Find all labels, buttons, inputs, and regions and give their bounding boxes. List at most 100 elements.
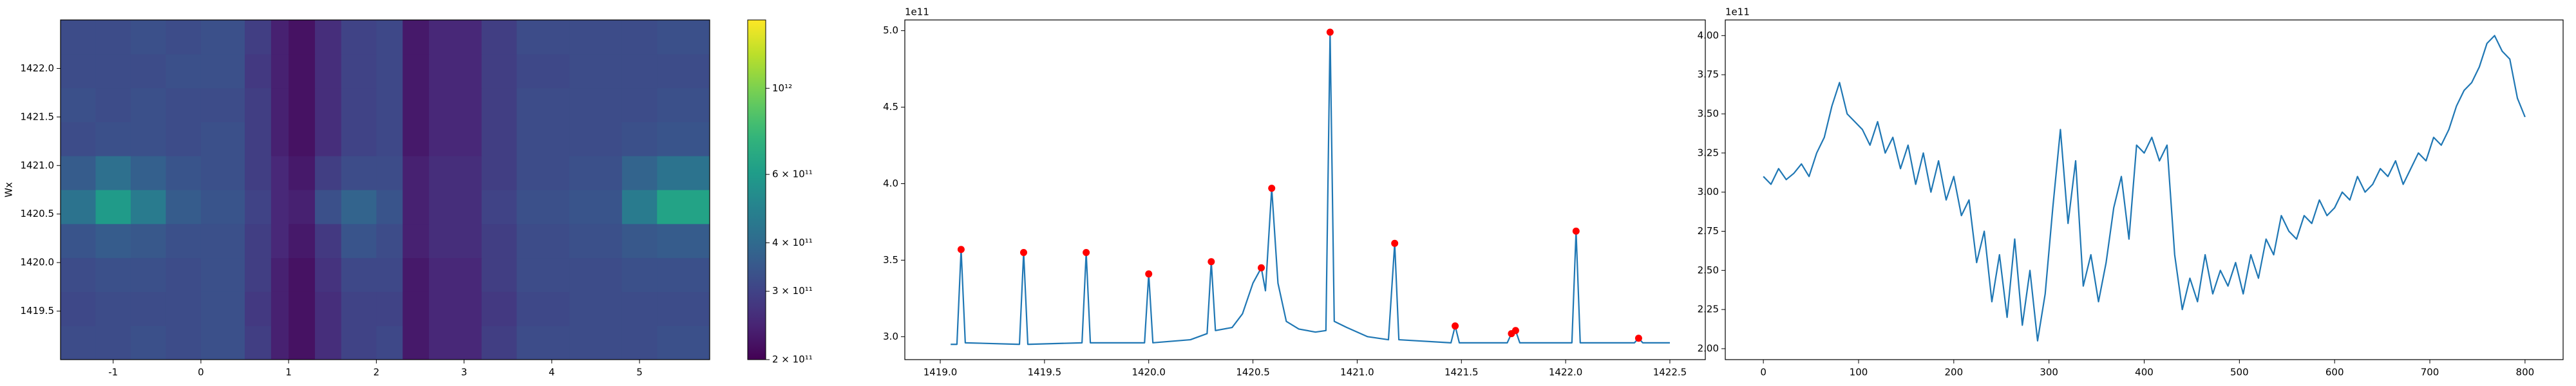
x-tick-label: 1422.5 <box>1653 367 1687 378</box>
heatmap-cell <box>429 122 482 156</box>
peak-marker <box>1634 335 1642 342</box>
x-tick-label: 300 <box>2040 367 2058 378</box>
heatmap-cell <box>429 53 482 89</box>
heatmap-cell <box>516 156 570 190</box>
heatmap-cell <box>270 53 289 89</box>
y-tick-label: 1419.5 <box>21 305 55 317</box>
heatmap-cell <box>245 223 272 259</box>
heatmap-cell <box>402 190 430 225</box>
x-tick-label: 1420.5 <box>1236 367 1270 378</box>
heatmap-cell <box>341 20 377 55</box>
heatmap-cell <box>402 223 430 259</box>
heatmap-cell <box>289 122 316 156</box>
heatmap-cell <box>516 87 570 122</box>
heatmap-cell <box>516 326 570 360</box>
heatmap-cell <box>130 156 166 190</box>
x-tick-label: 5 <box>636 367 643 378</box>
x-tick-label: 800 <box>2516 367 2535 378</box>
heatmap-cell <box>657 190 710 225</box>
heatmap-cell <box>569 291 623 326</box>
heatmap-cell <box>61 291 96 326</box>
heatmap-cell <box>621 122 658 156</box>
heatmap-cell <box>481 190 517 225</box>
y-tick-label: 1420.5 <box>21 208 55 219</box>
axes-frame <box>904 19 1706 360</box>
heatmap-cell <box>130 20 166 55</box>
heatmap-cell <box>315 87 342 122</box>
heatmap-cell <box>429 87 482 122</box>
heatmap-cell <box>657 291 710 326</box>
heatmap-cell <box>657 20 710 55</box>
peak-marker <box>1572 227 1580 235</box>
y-tick-label: 1420.0 <box>21 257 55 268</box>
heatmap-cell <box>429 190 482 225</box>
heatmap-cell <box>376 53 403 89</box>
heatmap-cell <box>481 122 517 156</box>
heatmap-cell <box>402 87 430 122</box>
heatmap-cell <box>289 20 316 55</box>
heatmap-cell <box>341 257 377 292</box>
peak-marker <box>1268 185 1276 192</box>
heatmap-cell <box>270 190 289 225</box>
heatmap-cell <box>341 122 377 156</box>
heatmap-cell <box>376 20 403 55</box>
heatmap-cell <box>657 87 710 122</box>
heatmap-cell <box>270 291 289 326</box>
x-tick-label: 1419.5 <box>1028 367 1062 378</box>
x-tick-label: 1 <box>285 367 292 378</box>
heatmap-cell <box>402 20 430 55</box>
heatmap-cell <box>657 53 710 89</box>
heatmap-cell <box>200 53 245 89</box>
heatmap-cell <box>315 20 342 55</box>
y-tick-label: 1422.0 <box>21 62 55 74</box>
heatmap-cell <box>95 20 131 55</box>
heatmap-cell <box>429 223 482 259</box>
heatmap-cell <box>315 53 342 89</box>
heatmap-cell <box>289 53 316 89</box>
heatmap-cell <box>166 53 202 89</box>
peak-marker <box>1208 258 1215 266</box>
heatmap-cell <box>61 223 96 259</box>
heatmap-cell <box>481 87 517 122</box>
heatmap-cell <box>376 122 403 156</box>
heatmap-cell <box>376 156 403 190</box>
heatmap-cell <box>315 190 342 225</box>
heatmap-cell <box>61 326 96 360</box>
heatmap-cell <box>200 190 245 225</box>
heatmap-cell <box>315 291 342 326</box>
heatmap-cell <box>315 257 342 292</box>
heatmap-cell <box>200 122 245 156</box>
heatmap-cell <box>166 122 202 156</box>
heatmap-cell <box>95 53 131 89</box>
x-tick-label: 1420.0 <box>1132 367 1166 378</box>
heatmap-cell <box>402 291 430 326</box>
heatmap-cell <box>516 53 570 89</box>
heatmap-cell <box>245 190 272 225</box>
heatmap-cell <box>289 326 316 360</box>
y-tick-label: 3.75 <box>1698 69 1719 80</box>
x-tick-label: 2 <box>374 367 380 378</box>
heatmap-cell <box>621 87 658 122</box>
heatmap-cell <box>270 326 289 360</box>
x-tick-label: -1 <box>108 367 118 378</box>
heatmap-cell <box>621 190 658 225</box>
heatmap-cell <box>289 87 316 122</box>
heatmap-cell <box>621 326 658 360</box>
heatmap-cell <box>245 122 272 156</box>
y-tick-label: 2.50 <box>1698 264 1719 276</box>
heatmap-cell <box>130 291 166 326</box>
heatmap-cell <box>61 20 96 55</box>
heatmap-cell <box>166 156 202 190</box>
heatmap-cell <box>200 156 245 190</box>
heatmap-cell <box>481 326 517 360</box>
heatmap-cell <box>166 20 202 55</box>
colorbar-tick-label: 10¹² <box>772 82 792 94</box>
y-tick-label: 3.25 <box>1698 147 1719 158</box>
heatmap-cell <box>516 190 570 225</box>
heatmap-cell <box>270 20 289 55</box>
offset-label: 1e11 <box>1725 6 1750 18</box>
heatmap-cell <box>270 257 289 292</box>
heatmap-cell <box>95 122 131 156</box>
heatmap-cell <box>569 20 623 55</box>
